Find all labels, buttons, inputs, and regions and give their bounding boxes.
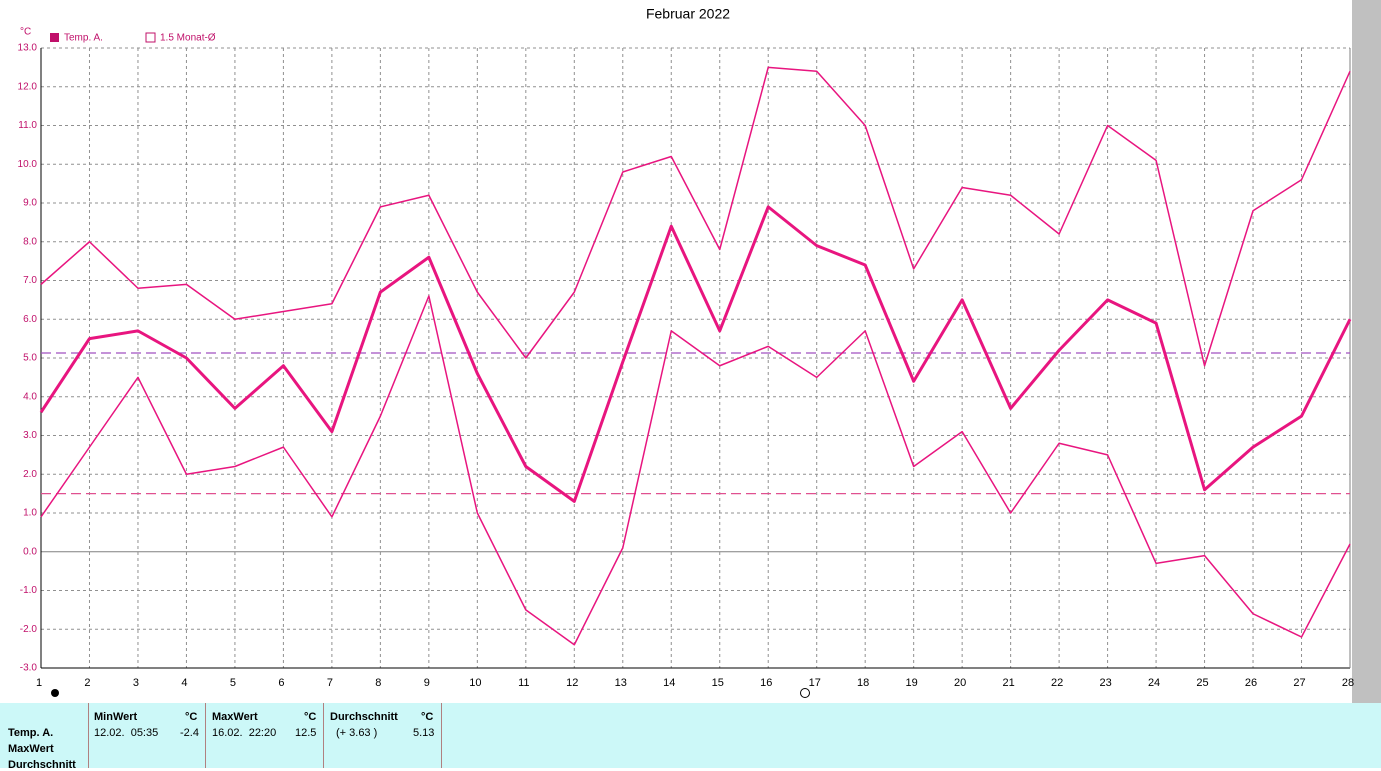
x-tick-label: 25 (1196, 677, 1208, 689)
x-tick-label: 22 (1051, 677, 1063, 689)
y-tick-label: 4.0 (23, 391, 37, 402)
header: °C (185, 711, 198, 723)
header: °C (421, 711, 434, 723)
x-tick-label: 19 (906, 677, 918, 689)
y-tick-label: 7.0 (23, 275, 37, 286)
header: Durchschnitt (330, 711, 398, 723)
y-tick-label: -3.0 (20, 663, 38, 674)
y-tick-label: 3.0 (23, 430, 37, 441)
y-tick-label: 13.0 (18, 43, 38, 54)
y-tick-label: 2.0 (23, 469, 37, 480)
x-tick-label: 5 (230, 677, 236, 689)
y-tick-label: 8.0 (23, 236, 37, 247)
x-tick-label: 11 (518, 677, 529, 689)
x-tick-label: 27 (1293, 677, 1305, 689)
cell: -2.4 (180, 727, 199, 739)
x-tick-label: 18 (857, 677, 869, 689)
x-tick-label: 13 (615, 677, 627, 689)
chart-title: Februar 2022 (646, 6, 730, 22)
y-tick-label: 10.0 (18, 159, 38, 170)
series-line (39, 205, 1352, 503)
x-tick-label: 23 (1099, 677, 1111, 689)
legend-label: 1.5 Monat-Ø (160, 33, 216, 44)
x-tick-label: 17 (809, 677, 821, 689)
x-tick-label: 8 (375, 677, 381, 689)
column-separator (205, 703, 206, 768)
x-tick-label: 21 (1003, 677, 1015, 689)
header: MinWert (94, 711, 138, 723)
series-line (40, 295, 1351, 646)
cell: 12.5 (295, 727, 317, 739)
y-tick-label: 9.0 (23, 198, 37, 209)
column-separator (323, 703, 324, 768)
cell: 16.02. 22:20 (212, 727, 277, 739)
cell: 12.02. 05:35 (94, 727, 159, 739)
y-tick-label: 5.0 (23, 353, 37, 364)
header: °C (304, 711, 317, 723)
y-tick-label: 11.0 (18, 120, 37, 131)
y-tick-label: 12.0 (18, 81, 38, 92)
legend-swatch (145, 32, 156, 43)
row-label: MaxWert (8, 743, 54, 755)
legend-swatch (50, 33, 59, 42)
x-tick-label: 6 (278, 677, 284, 689)
x-tick-label: 15 (712, 677, 724, 689)
y-tick-label: -2.0 (20, 624, 38, 635)
x-tick-label: 3 (133, 677, 139, 689)
x-tick-label: 10 (469, 677, 481, 689)
legend-label: Temp. A. (64, 33, 103, 44)
x-tick-label: 9 (424, 677, 430, 689)
series-line (40, 66, 1351, 367)
y-tick-label: -1.0 (20, 585, 38, 596)
x-tick-label: 7 (327, 677, 333, 689)
header: MaxWert (212, 711, 258, 723)
side-strip (1352, 0, 1381, 703)
column-separator (88, 703, 89, 768)
column-separator (441, 703, 442, 768)
cell: 5.13 (413, 727, 435, 739)
y-tick-label: 0.0 (23, 546, 37, 557)
y-tick-label: 6.0 (23, 314, 37, 325)
cell: (+ 3.63 ) (336, 727, 378, 739)
chart: Februar 2022 °C Temp. A. 1.5 Monat-Ø -3.… (18, 0, 1381, 703)
x-tick-label: 12 (566, 677, 578, 689)
y-unit: °C (20, 27, 31, 38)
x-tick-label: 4 (181, 677, 187, 689)
x-tick-label: 24 (1148, 677, 1160, 689)
x-tick-label: 1 (36, 677, 42, 689)
moon-icon (51, 689, 59, 697)
summary-table: MinWert °C MaxWert °C Durchschnitt °C Te… (0, 703, 1381, 771)
y-tick-label: 1.0 (23, 508, 37, 519)
x-tick-label: 28 (1342, 677, 1354, 689)
x-tick-label: 26 (1245, 677, 1257, 689)
x-tick-label: 14 (663, 677, 675, 689)
x-tick-label: 20 (954, 677, 966, 689)
x-tick-label: 16 (760, 677, 772, 689)
row-label: Durchschnitt (8, 759, 76, 771)
moon-icon (800, 688, 810, 698)
x-tick-label: 2 (84, 677, 90, 689)
row-label: Temp. A. (8, 727, 54, 739)
